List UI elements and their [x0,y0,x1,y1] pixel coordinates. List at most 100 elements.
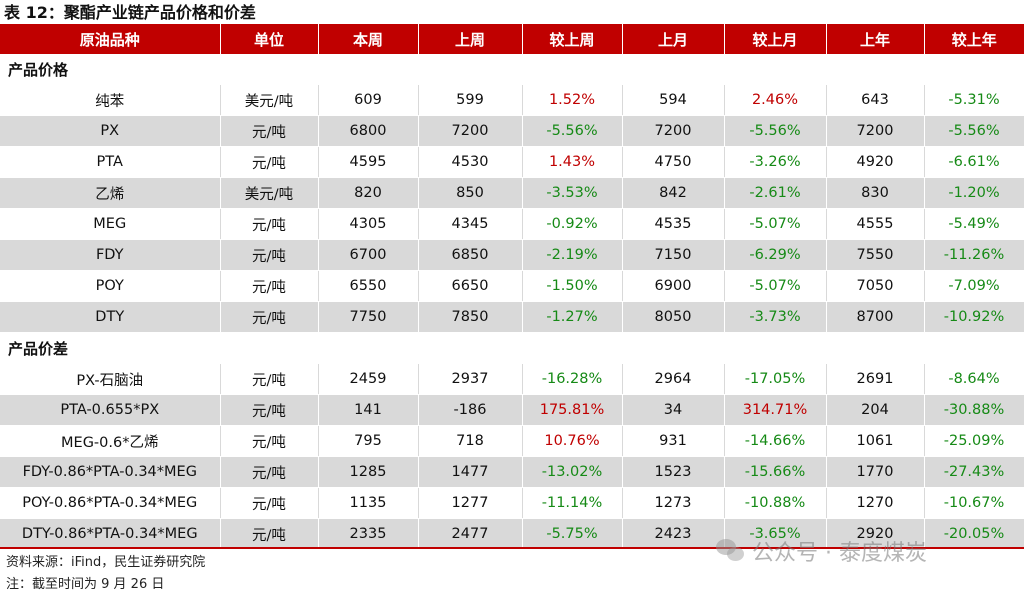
table-row: PTA 元/吨 4595 4530 1.43% 4750 -3.26% 4920 -6.61% [0,146,1024,178]
cell-unit: 元/吨 [220,487,319,519]
cell-vs-last-month: -3.73% [724,301,827,333]
cell-vs-last-week: -1.50% [522,270,623,302]
wechat-icon [716,539,746,563]
cell-vs-last-year: -10.92% [924,301,1024,333]
cell-product: MEG [0,208,221,240]
cell-last-week: 718 [418,425,523,457]
cell-product: PTA [0,146,221,178]
cell-this-week: 820 [318,177,419,209]
cell-last-year: 7550 [826,239,925,271]
cell-vs-last-month: -14.66% [724,425,827,457]
cell-last-month: 594 [622,84,725,116]
cell-last-year: 1061 [826,425,925,457]
cell-last-year: 830 [826,177,925,209]
cell-product: FDY [0,239,221,271]
cell-this-week: 6700 [318,239,419,271]
section-title: 产品价格 [0,54,1024,85]
header-vs-last-year: 较上年 [924,24,1024,54]
cell-last-month: 1523 [622,456,725,488]
cell-last-month: 34 [622,394,725,426]
cell-last-month: 4535 [622,208,725,240]
cell-vs-last-week: -3.53% [522,177,623,209]
cell-vs-last-month: -5.07% [724,270,827,302]
cell-vs-last-week: 1.43% [522,146,623,178]
date-note: 注：截至时间为 9 月 26 日 [6,577,165,592]
cell-last-week: 1277 [418,487,523,519]
cell-this-week: 4595 [318,146,419,178]
cell-this-week: 1135 [318,487,419,519]
source-note: 资料来源：iFind，民生证券研究院 [6,555,206,570]
cell-last-month: 2964 [622,363,725,395]
cell-vs-last-year: -6.61% [924,146,1024,178]
section-row: 产品价格 [0,54,1024,85]
cell-vs-last-year: -11.26% [924,239,1024,271]
cell-last-month: 4750 [622,146,725,178]
cell-vs-last-month: -17.05% [724,363,827,395]
cell-vs-last-week: -1.27% [522,301,623,333]
cell-product: 乙烯 [0,177,221,209]
cell-this-week: 6800 [318,115,419,147]
table-row: POY-0.86*PTA-0.34*MEG 元/吨 1135 1277 -11.14% 1… [0,487,1024,519]
table-row: 乙烯 美元/吨 820 850 -3.53% 842 -2.61% 830 -1.20% [0,177,1024,209]
cell-unit: 元/吨 [220,518,319,550]
cell-this-week: 1285 [318,456,419,488]
cell-vs-last-year: -5.31% [924,84,1024,116]
cell-this-week: 7750 [318,301,419,333]
cell-vs-last-month: -5.56% [724,115,827,147]
cell-vs-last-week: 10.76% [522,425,623,457]
cell-vs-last-month: -3.26% [724,146,827,178]
cell-last-month: 7150 [622,239,725,271]
header-last-month: 上月 [622,24,725,54]
cell-vs-last-year: -10.67% [924,487,1024,519]
cell-vs-last-year: -1.20% [924,177,1024,209]
table-row: DTY-0.86*PTA-0.34*MEG 元/吨 2335 2477 -5.75% 24… [0,518,1024,550]
cell-last-year: 7200 [826,115,925,147]
cell-last-week: 2477 [418,518,523,550]
cell-vs-last-year: -7.09% [924,270,1024,302]
cell-last-year: 4555 [826,208,925,240]
cell-unit: 元/吨 [220,363,319,395]
cell-vs-last-month: 314.71% [724,394,827,426]
watermark-text: 公众号 · 泰度煤炭 [752,541,927,566]
header-last-year: 上年 [826,24,925,54]
cell-last-year: 7050 [826,270,925,302]
section-row: 产品价差 [0,332,1024,364]
watermark: 公众号 · 泰度煤炭 [716,535,927,567]
cell-product: POY [0,270,221,302]
cell-last-month: 8050 [622,301,725,333]
cell-vs-last-month: -6.29% [724,239,827,271]
cell-this-week: 2335 [318,518,419,550]
header-unit: 单位 [220,24,319,54]
cell-unit: 元/吨 [220,115,319,147]
table-row: PX-石脑油 元/吨 2459 2937 -16.28% 2964 -17.05% 2691-… [0,363,1024,395]
cell-last-year: 2691 [826,363,925,395]
cell-vs-last-week: -5.56% [522,115,623,147]
cell-product: FDY-0.86*PTA-0.34*MEG [0,456,221,488]
table-row: DTY 元/吨 7750 7850 -1.27% 8050 -3.73% 8700 -10.92… [0,301,1024,333]
cell-last-year: 1270 [826,487,925,519]
cell-product: PX [0,115,221,147]
cell-vs-last-month: -3.65% [724,518,827,550]
cell-last-year: 8700 [826,301,925,333]
cell-this-week: 2459 [318,363,419,395]
cell-product: POY-0.86*PTA-0.34*MEG [0,487,221,519]
cell-unit: 美元/吨 [220,177,319,209]
cell-product: 纯苯 [0,84,221,116]
cell-vs-last-week: -0.92% [522,208,623,240]
table-row: MEG-0.6*乙烯 元/吨 795 718 10.76% 931 -14.66% 1061-… [0,425,1024,457]
cell-product: DTY [0,301,221,333]
cell-unit: 元/吨 [220,270,319,302]
cell-vs-last-year: -20.05% [924,518,1024,550]
cell-last-week: 7850 [418,301,523,333]
cell-last-month: 6900 [622,270,725,302]
cell-last-week: 6850 [418,239,523,271]
cell-vs-last-month: -10.88% [724,487,827,519]
cell-last-year: 4920 [826,146,925,178]
table-title: 表 12：聚酯产业链产品价格和价差 [4,3,256,22]
cell-vs-last-month: -15.66% [724,456,827,488]
cell-unit: 元/吨 [220,146,319,178]
cell-vs-last-year: -5.56% [924,115,1024,147]
cell-last-week: 2937 [418,363,523,395]
cell-unit: 元/吨 [220,425,319,457]
cell-vs-last-month: 2.46% [724,84,827,116]
